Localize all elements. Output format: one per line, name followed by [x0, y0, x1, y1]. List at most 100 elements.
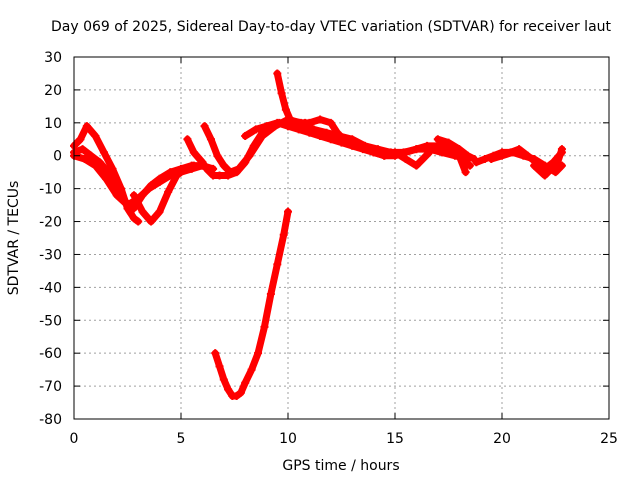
data-point-marker: [262, 122, 271, 131]
data-point-marker: [423, 145, 432, 154]
data-point-marker: [219, 161, 228, 170]
data-point-marker: [183, 135, 192, 144]
data-point-marker: [95, 158, 104, 167]
data-point-marker: [189, 148, 198, 157]
data-point-marker: [80, 155, 89, 164]
data-point-marker: [226, 168, 235, 177]
x-tick-label: 0: [70, 431, 79, 447]
data-point-marker: [380, 151, 389, 160]
data-point-marker: [200, 122, 209, 131]
data-point-marker: [123, 201, 132, 210]
data-point-marker: [236, 388, 245, 397]
y-tick-label: -50: [39, 313, 62, 329]
y-tick-label: -30: [39, 247, 62, 263]
data-point-marker: [444, 138, 453, 147]
data-point-marker: [213, 151, 222, 160]
plot-frame: [73, 56, 610, 420]
data-point-marker: [129, 204, 138, 213]
y-tick-label: 20: [44, 83, 62, 99]
x-tick-label: 10: [279, 431, 297, 447]
data-point-marker: [519, 151, 528, 160]
x-tick-label: 5: [177, 431, 186, 447]
data-point-marker: [138, 207, 147, 216]
data-point-marker: [281, 105, 290, 114]
data-point-marker: [232, 391, 241, 400]
series-trace-2: [70, 145, 217, 212]
series-trace-4: [130, 162, 198, 226]
y-tick-labels: 30 20 10 0 -10 -20 -30 -40 -50 -60 -70 -80: [39, 50, 62, 428]
data-point-marker: [134, 217, 143, 226]
data-point-marker: [273, 118, 282, 127]
data-point-marker: [284, 207, 292, 216]
x-tick-label: 25: [600, 431, 618, 447]
data-point-marker: [465, 161, 474, 170]
x-tick-label: 20: [493, 431, 511, 447]
data-point-marker: [284, 122, 292, 131]
series-trace-7: [241, 119, 474, 170]
data-point-marker: [508, 148, 517, 157]
data-point-marker: [254, 349, 263, 358]
data-point-marker: [76, 135, 85, 144]
data-point-marker: [224, 385, 233, 394]
data-point-marker: [234, 164, 243, 173]
y-tick-label: -70: [39, 379, 62, 395]
data-point-marker: [198, 158, 207, 167]
data-point-marker: [530, 161, 539, 170]
data-point-marker: [147, 217, 156, 226]
data-traces: [70, 69, 566, 400]
data-point-marker: [202, 164, 211, 173]
y-axis-label: SDTVAR / TECUs: [6, 181, 22, 296]
data-point-marker: [391, 148, 399, 157]
chart-title: Day 069 of 2025, Sidereal Day-to-day VTE…: [51, 19, 612, 35]
data-point-marker: [540, 171, 549, 180]
y-tick-label: 30: [44, 50, 62, 66]
data-point-marker: [129, 214, 138, 223]
data-point-marker: [164, 187, 173, 196]
series-trace-1: [70, 122, 142, 226]
data-point-marker: [206, 135, 215, 144]
data-point-marker: [258, 131, 267, 140]
data-point-marker: [273, 260, 282, 269]
data-point-marker: [91, 161, 100, 170]
axis-ticks: [73, 56, 610, 420]
data-point-marker: [305, 118, 314, 127]
y-tick-label: -40: [39, 280, 62, 296]
data-point-marker: [412, 161, 421, 170]
y-tick-label: -80: [39, 412, 62, 428]
data-point-marker: [260, 322, 269, 331]
data-point-marker: [211, 349, 220, 358]
data-point-marker: [348, 141, 357, 150]
data-point-marker: [247, 365, 256, 374]
series-trace-8: [273, 69, 309, 127]
data-point-marker: [189, 161, 198, 170]
data-point-marker: [455, 145, 464, 154]
data-point-marker: [215, 171, 224, 180]
data-point-marker: [245, 151, 254, 160]
data-point-marker: [144, 184, 153, 193]
data-point-marker: [91, 131, 100, 140]
data-point-marker: [129, 191, 138, 200]
data-point-marker: [273, 69, 282, 78]
data-point-marker: [540, 161, 549, 170]
data-point-marker: [78, 145, 87, 154]
data-point-marker: [155, 178, 164, 187]
data-point-marker: [104, 168, 113, 177]
y-tick-label: -10: [39, 182, 62, 198]
data-point-marker: [401, 155, 410, 164]
data-point-marker: [412, 145, 421, 154]
data-point-marker: [557, 145, 566, 154]
data-point-marker: [219, 375, 228, 384]
data-point-marker: [326, 118, 335, 127]
data-point-marker: [316, 115, 325, 124]
data-point-marker: [369, 148, 378, 157]
data-point-marker: [172, 171, 181, 180]
data-point-marker: [266, 289, 275, 298]
data-point-marker: [87, 151, 96, 160]
data-point-marker: [333, 128, 342, 137]
data-point-marker: [279, 230, 288, 239]
data-point-marker: [305, 128, 314, 137]
data-point-marker: [418, 155, 427, 164]
data-point-marker: [326, 135, 335, 144]
data-point-marker: [463, 151, 472, 160]
